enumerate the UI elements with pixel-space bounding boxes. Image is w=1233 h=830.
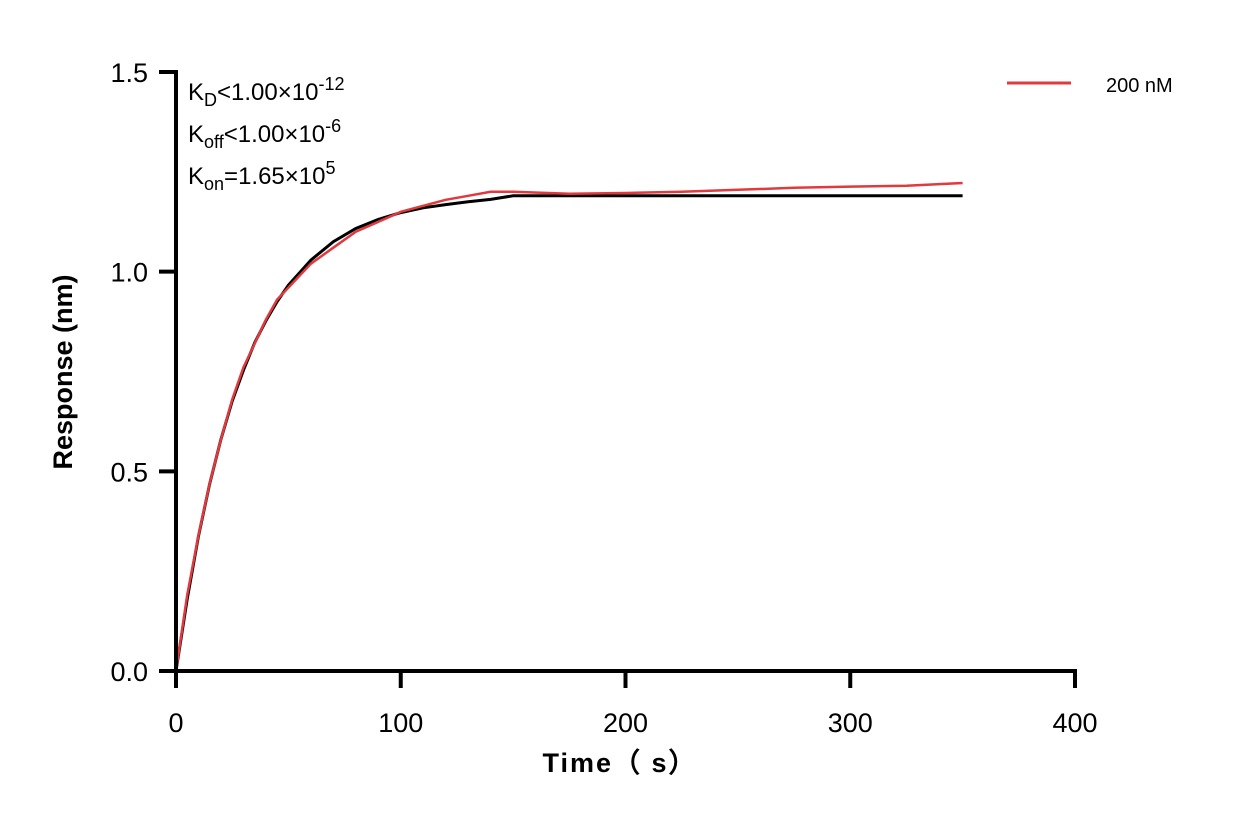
- y-tick-label: 0.5: [110, 457, 148, 487]
- y-tick-label: 1.0: [110, 258, 148, 288]
- fit-curve: [174, 194, 963, 672]
- x-tick-label: 100: [378, 708, 423, 738]
- y-tick-label: 0.0: [110, 657, 148, 687]
- y-tick-label: 1.5: [110, 58, 148, 88]
- annotation-koff: Koff<1.00×10-6: [188, 116, 341, 152]
- series-200nm-line: [174, 181, 963, 672]
- x-tick-label: 400: [1052, 708, 1097, 738]
- annotation-kd: KD<1.00×10-12: [188, 74, 344, 110]
- x-tick-label: 0: [168, 708, 183, 738]
- svg-text:Koff<1.00×10-6: Koff<1.00×10-6: [188, 116, 341, 152]
- legend-label: 200 nM: [1106, 75, 1173, 97]
- svg-text:KD<1.00×10-12: KD<1.00×10-12: [188, 74, 344, 110]
- annotation-kon: Kon=1.65×105: [188, 158, 336, 194]
- x-tick-label: 300: [828, 708, 873, 738]
- svg-text:Kon=1.65×105: Kon=1.65×105: [188, 158, 336, 194]
- y-axis-label: Response (nm): [48, 274, 78, 469]
- x-axis-label: Time（ s）: [542, 748, 697, 778]
- x-tick-label: 200: [603, 708, 648, 738]
